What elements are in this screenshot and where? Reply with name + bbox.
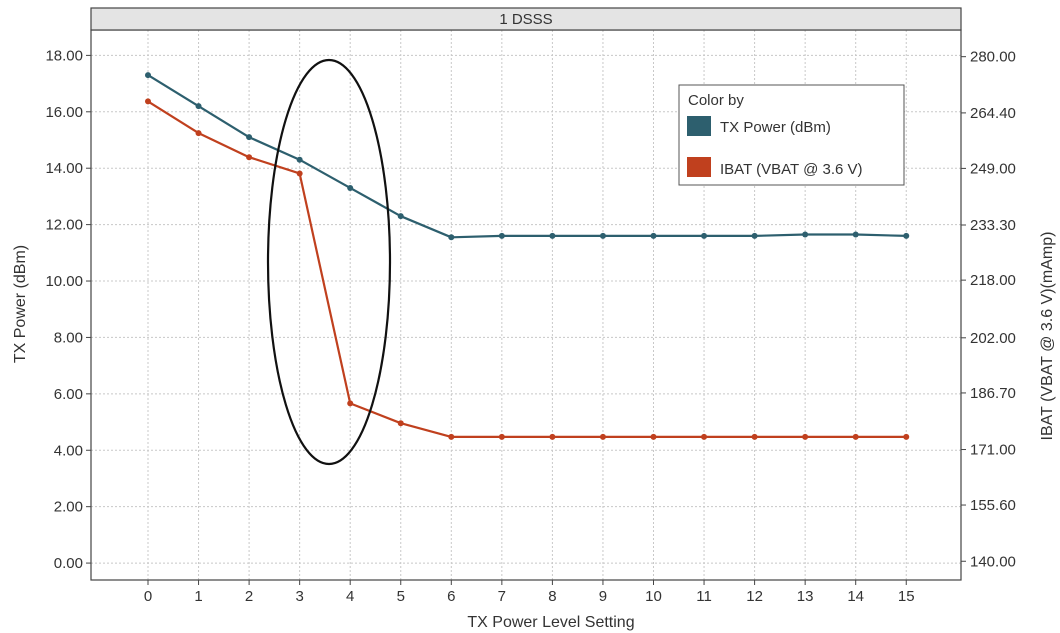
y-tick-label-right: 140.00 [970,553,1016,570]
data-point-tx-power [650,232,657,239]
y-tick-label-left: 4.00 [54,442,83,459]
y-axis-left: 0.00 2.00 4.00 6.00 8.00 10.00 12.00 14.00 16.00… [45,47,91,572]
x-tick-label: 4 [346,588,354,605]
x-tick-label: 13 [797,588,814,605]
x-tick-label: 7 [498,588,506,605]
data-point-ibat [802,433,809,440]
y-tick-label-left: 6.00 [54,386,83,403]
data-point-ibat [498,433,505,440]
data-point-ibat [650,433,657,440]
data-point-tx-power [195,103,202,110]
y-tick-label-right: 186.70 [970,385,1016,402]
data-point-ibat [549,433,556,440]
legend-title: Color by [688,92,744,109]
data-point-tx-power [448,234,455,241]
y-tick-label-left: 18.00 [45,47,83,64]
x-tick-label: 3 [295,588,303,605]
x-axis-label: TX Power Level Setting [467,614,634,631]
data-point-ibat [448,433,455,440]
data-point-tx-power [397,213,404,220]
legend: Color by TX Power (dBm) IBAT (VBAT @ 3.6… [678,84,905,186]
data-point-tx-power [701,232,708,239]
x-tick-label: 14 [847,588,864,605]
x-tick-label: 8 [548,588,556,605]
y-tick-label-right: 233.30 [970,217,1016,234]
legend-box [678,84,905,186]
data-point-ibat [599,433,606,440]
x-tick-label: 5 [397,588,405,605]
data-point-tx-power [549,232,556,239]
x-tick-label: 10 [645,588,662,605]
chart-title: 1 DSSS [499,11,552,28]
y-tick-label-left: 10.00 [45,273,83,290]
y-tick-label-right: 171.00 [970,442,1016,459]
highlight-ellipse [266,58,392,466]
x-tick-label: 15 [898,588,915,605]
data-point-tx-power [599,232,606,239]
data-point-ibat [701,433,708,440]
y-axis-right: 140.00 155.60 171.00 186.70 202.00 218.00 233.… [961,49,1016,570]
data-point-tx-power [145,72,151,79]
x-tick-label: 12 [746,588,763,605]
data-point-ibat [246,154,253,161]
data-point-ibat [852,433,859,440]
data-point-ibat [145,98,151,105]
y-tick-label-left: 2.00 [54,499,83,516]
data-point-tx-power [751,232,758,239]
legend-swatch-ibat [687,157,711,177]
data-point-tx-power [802,231,809,238]
y-tick-label-right: 202.00 [970,330,1016,347]
legend-label-ibat: IBAT (VBAT @ 3.6 V) [720,161,863,178]
x-tick-label: 2 [245,588,253,605]
data-point-ibat [195,130,202,137]
y-tick-label-right: 155.60 [970,497,1016,514]
legend-swatch-tx-power [687,116,711,136]
series-line-tx-power [147,74,907,239]
y-tick-label-right: 264.40 [970,105,1016,122]
data-point-tx-power [498,232,505,239]
x-tick-label: 11 [696,588,712,605]
y-tick-label-right: 249.00 [970,160,1016,177]
y-tick-label-left: 0.00 [54,555,83,572]
data-point-tx-power [296,156,303,163]
x-tick-label: 6 [447,588,455,605]
data-point-tx-power [246,134,253,141]
data-point-ibat [347,400,354,407]
data-point-ibat [903,433,910,440]
x-tick-label: 9 [599,588,607,605]
x-axis: 0 1 2 3 4 5 6 7 8 9 10 11 12 13 14 15 [144,580,915,605]
data-point-tx-power [903,232,910,239]
y-axis-label-left: TX Power (dBm) [12,245,29,363]
y-tick-label-left: 16.00 [45,104,83,121]
y-tick-label-right: 218.00 [970,272,1016,289]
data-point-tx-power [852,231,859,238]
y-axis-label-right: IBAT (VBAT @ 3.6 V)(mAmp) [1039,232,1056,441]
facet-header: 1 DSSS [90,7,962,31]
y-tick-label-left: 14.00 [45,160,83,177]
legend-label-tx-power: TX Power (dBm) [720,119,831,136]
data-point-ibat [296,170,303,177]
y-tick-label-left: 8.00 [54,329,83,346]
data-point-ibat [751,433,758,440]
y-tick-label-right: 280.00 [970,49,1016,66]
y-tick-label-left: 12.00 [45,217,83,234]
x-tick-label: 0 [144,588,152,605]
data-point-tx-power [347,184,354,191]
data-point-ibat [397,420,404,427]
x-tick-label: 1 [194,588,202,605]
